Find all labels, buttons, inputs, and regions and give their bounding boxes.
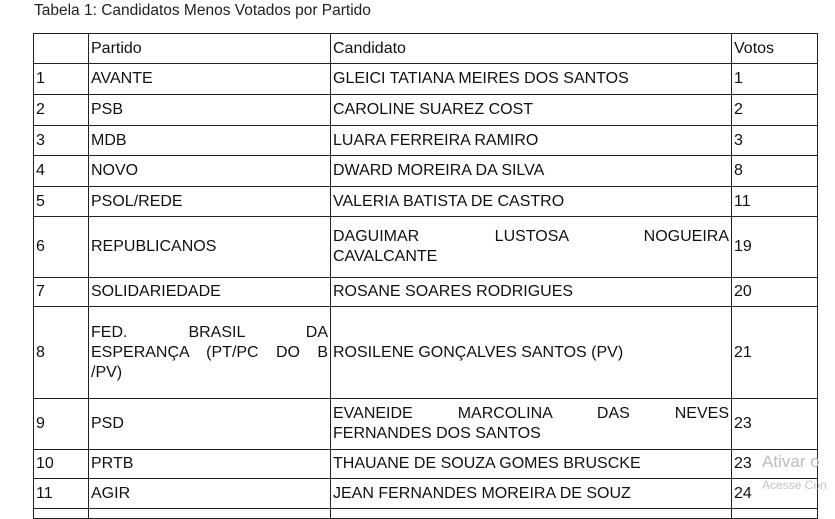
cell-empty (731, 508, 818, 519)
cell-votos: 19 (731, 216, 818, 278)
activation-watermark: Ativar o (762, 452, 820, 471)
cell-partido: PSB (88, 94, 331, 126)
cell-index: 1 (33, 63, 89, 95)
table-row: 11 AGIR JEAN FERNANDES MOREIRA DE SOUZ 24 (33, 478, 818, 509)
cell-candidato: LUARA FERREIRA RAMIRO (330, 125, 732, 156)
header-candidato: Candidato (330, 33, 732, 64)
cell-candidato: VALERIA BATISTA DE CASTRO (330, 186, 732, 217)
table-caption: Tabela 1: Candidatos Menos Votados por P… (34, 2, 371, 19)
table-row: 10 PRTB THAUANE DE SOUZA GOMES BRUSCKE 23 (33, 449, 818, 479)
partido-line: PSOL/REDE (91, 192, 183, 210)
cell-candidato: GLEICI TATIANA MEIRES DOS SANTOS (330, 63, 732, 95)
table-row: 3 MDB LUARA FERREIRA RAMIRO 3 (33, 125, 818, 156)
table-row: 4 NOVO DWARD MOREIRA DA SILVA 8 (33, 155, 818, 187)
cell-votos: 24 (731, 478, 818, 509)
candidato-line: JEAN FERNANDES MOREIRA DE SOUZ (333, 484, 631, 502)
partido-line: PSD (91, 415, 124, 432)
candidates-table: Partido Candidato Votos 1 AVANTE GLEICI TA… (33, 33, 818, 519)
cell-votos: 23 (731, 398, 818, 450)
cell-empty (88, 508, 331, 519)
cell-candidato: THAUANE DE SOUZA GOMES BRUSCKE (330, 449, 732, 479)
table-header-row: Partido Candidato Votos (33, 33, 818, 64)
table-row-partial (33, 508, 818, 519)
cell-candidato: ROSANE SOARES RODRIGUES (330, 277, 732, 307)
cell-partido: REPUBLICANOS (88, 216, 331, 278)
cell-votos: 11 (731, 186, 818, 217)
header-index (33, 33, 89, 64)
cell-index: 10 (33, 449, 89, 479)
cell-votos: 21 (731, 306, 818, 399)
cell-partido: MDB (88, 125, 331, 156)
table-row: 9 PSD EVANEIDE MARCOLINA DAS NEVES FERNANDE… (33, 398, 818, 450)
cell-candidato: DAGUIMAR LUSTOSA NOGUEIRA CAVALCANTE (330, 216, 732, 278)
cell-candidato: EVANEIDE MARCOLINA DAS NEVES FERNANDES DO… (330, 398, 732, 450)
cell-partido: AGIR (88, 478, 331, 509)
cell-votos: 1 (731, 63, 818, 95)
header-partido: Partido (88, 33, 331, 64)
cell-index: 7 (33, 277, 89, 307)
cell-partido: PRTB (88, 449, 331, 479)
partido-line: PRTB (91, 455, 134, 472)
cell-partido: SOLIDARIEDADE (88, 277, 331, 307)
candidato-line: LUARA FERREIRA RAMIRO (333, 131, 539, 149)
cell-empty (330, 508, 732, 519)
cell-votos: 8 (731, 155, 818, 187)
cell-partido: PSD (88, 398, 331, 450)
activation-watermark-sub: Acesse Con (762, 478, 827, 492)
partido-line: REPUBLICANOS (91, 238, 217, 255)
table-row: 2 PSB CAROLINE SUAREZ COST 2 (33, 94, 818, 126)
cell-candidato: DWARD MOREIRA DA SILVA (330, 155, 732, 187)
cell-index: 2 (33, 94, 89, 126)
partido-line: NOVO (91, 162, 139, 179)
cell-partido: PSOL/REDE (88, 186, 331, 217)
cell-index: 4 (33, 155, 89, 187)
table-row: 1 AVANTE GLEICI TATIANA MEIRES DOS SANTOS 1 (33, 63, 818, 95)
cell-partido: AVANTE (88, 63, 331, 95)
partido-line: MDB (91, 131, 127, 149)
cell-votos: 23 (731, 449, 818, 479)
cell-partido: NOVO (88, 155, 331, 187)
header-votos: Votos (731, 33, 818, 64)
candidato-line: ROSANE SOARES RODRIGUES (333, 283, 574, 300)
candidato-line: CAROLINE SUAREZ COST (333, 101, 534, 118)
partido-line: AVANTE (91, 70, 153, 87)
cell-index: 3 (33, 125, 89, 156)
candidato-line: VALERIA BATISTA DE CASTRO (333, 192, 565, 210)
partido-line: /PV) (91, 363, 123, 381)
candidato-line: DAGUIMAR LUSTOSA NOGUEIRA (333, 228, 729, 245)
partido-line: ESPERANÇA (PT/PC DO B (91, 343, 328, 361)
partido-line: PSB (91, 101, 124, 118)
candidato-line: FERNANDES DOS SANTOS (333, 425, 541, 442)
table-row: 5 PSOL/REDE VALERIA BATISTA DE CASTRO 11 (33, 186, 818, 217)
cell-index: 5 (33, 186, 89, 217)
partido-line: FED. BRASIL DA (91, 323, 328, 341)
candidato-line: CAVALCANTE (333, 248, 438, 265)
table-row: 8 FED. BRASIL DA ESPERANÇA (PT/PC DO B/PV)… (33, 306, 818, 399)
cell-index: 8 (33, 306, 89, 399)
partido-line: AGIR (91, 484, 131, 502)
candidato-line: ROSILENE GONÇALVES SANTOS (PV) (333, 343, 624, 361)
cell-index: 11 (33, 478, 89, 509)
cell-votos: 20 (731, 277, 818, 307)
cell-votos: 3 (731, 125, 818, 156)
cell-votos: 2 (731, 94, 818, 126)
cell-partido: FED. BRASIL DA ESPERANÇA (PT/PC DO B/PV) (88, 306, 331, 399)
cell-candidato: CAROLINE SUAREZ COST (330, 94, 732, 126)
table-row: 7 SOLIDARIEDADE ROSANE SOARES RODRIGUES 20 (33, 277, 818, 307)
candidato-line: THAUANE DE SOUZA GOMES BRUSCKE (333, 455, 641, 472)
cell-candidato: ROSILENE GONÇALVES SANTOS (PV) (330, 306, 732, 399)
cell-index: 6 (33, 216, 89, 278)
cell-candidato: JEAN FERNANDES MOREIRA DE SOUZ (330, 478, 732, 509)
cell-empty (33, 508, 89, 519)
candidato-line: DWARD MOREIRA DA SILVA (333, 162, 545, 179)
candidato-line: GLEICI TATIANA MEIRES DOS SANTOS (333, 70, 629, 87)
partido-line: SOLIDARIEDADE (91, 283, 221, 300)
cell-index: 9 (33, 398, 89, 450)
candidato-line: EVANEIDE MARCOLINA DAS NEVES (333, 405, 729, 422)
table-row: 6 REPUBLICANOS DAGUIMAR LUSTOSA NOGUEIRA CA… (33, 216, 818, 278)
